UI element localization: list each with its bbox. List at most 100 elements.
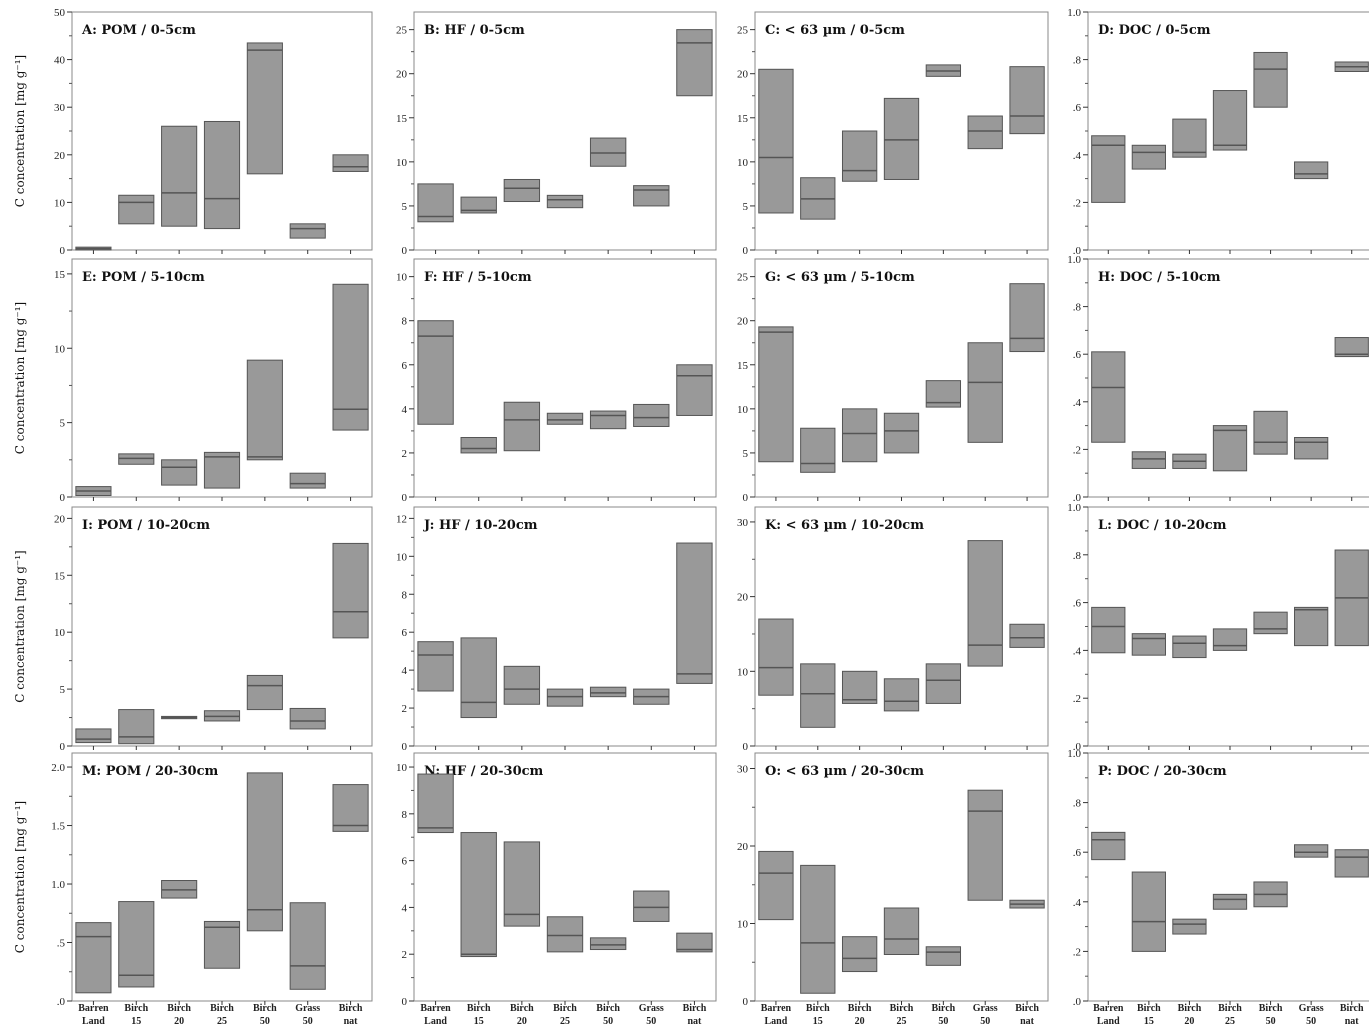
panel-title: P: DOC / 20-30cm [1098,764,1227,779]
y-tick-label: 6 [402,627,408,639]
y-tick-label: 8 [402,316,408,328]
y-tick-label: 30 [54,102,66,114]
box [203,920,241,969]
panel-frame [413,258,717,498]
panel-title: K: < 63 µm / 10-20cm [765,518,924,533]
panel-title: J: HF / 10-20cm [423,518,538,533]
box [1131,871,1166,952]
y-tick-label: 2 [402,703,408,715]
y-tick-label: 1.0 [1067,748,1081,760]
y-tick-label: 20 [737,592,749,604]
box [1172,118,1207,158]
panel-title: H: DOC / 5-10cm [1098,270,1221,285]
panel-title: O: < 63 µm / 20-30cm [765,764,924,779]
category-label: 50 [1306,1016,1316,1027]
box [589,937,627,951]
panel-10: J: HF / 10-20cm 0 2 4 6 8 10 12 [396,506,717,753]
y-tick-label: 5 [60,684,66,696]
category-label: Birch [167,1003,191,1014]
y-axis-label: C concentration [mg g⁻¹] [13,801,27,953]
panel-frame [754,752,1049,1002]
box [758,326,794,463]
box [633,890,670,922]
box [289,902,326,990]
y-tick-label: 15 [396,113,408,125]
box [417,320,454,425]
box [546,916,584,953]
category-label: Barren [78,1003,109,1014]
category-label: 25 [217,1016,227,1027]
y-tick-label: 10 [396,551,408,563]
category-label: 50 [303,1016,313,1027]
category-label: 25 [897,1016,907,1027]
panel-2: B: HF / 0-5cm 0 5 10 15 20 25 [396,11,717,257]
category-label: 20 [517,1016,527,1027]
y-tick-label: 10 [54,197,66,209]
box [883,678,920,712]
box [289,472,326,489]
y-tick-label: 0 [60,741,66,753]
y-tick-label: 0 [60,245,66,257]
y-tick-label: 40 [54,55,66,67]
category-label: Land [1097,1016,1120,1027]
box [203,120,241,230]
y-tick-label: 30 [737,764,749,776]
box [1294,437,1329,460]
panel-frame [754,258,1049,498]
y-tick-label: 2.0 [51,762,65,774]
y-tick-label: 10 [737,666,749,678]
box [967,540,1003,667]
y-tick-label: 6 [402,856,408,868]
box [460,832,497,958]
y-tick-label: .4 [1073,897,1082,909]
box [546,194,584,209]
category-label: Barren [761,1003,792,1014]
category-labels-layer: Barren Land Birch 15 Birch 20 Birch 25 Birch 50 Gr… [78,1003,1364,1027]
box [633,403,670,427]
box [1212,90,1248,151]
y-tick-label: .6 [1073,349,1082,361]
y-tick-label: .0 [1073,492,1082,504]
panel-frame [413,752,717,1002]
box [841,130,878,182]
box [1131,633,1166,656]
category-label: Land [82,1016,105,1027]
y-tick-label: 10 [737,157,749,169]
panel-8: H: DOC / 5-10cm .0 .2 .4 .6 .8 1.0 [1067,254,1369,504]
y-tick-label: 20 [54,513,66,525]
box [289,707,326,730]
box [503,841,541,927]
box [758,68,794,214]
category-label: Birch [467,1003,491,1014]
y-tick-label: .0 [1073,245,1082,257]
y-axis-label: C concentration [mg g⁻¹] [13,550,27,702]
category-label: 50 [603,1016,613,1027]
y-tick-label: 20 [737,316,749,328]
box [758,850,794,921]
box [589,137,627,167]
box [1091,606,1126,654]
category-label: 50 [1266,1016,1276,1027]
panel-16: P: DOC / 20-30cm .0 .2 .4 .6 .8 1.0 [1067,748,1369,1008]
panel-title: B: HF / 0-5cm [424,23,525,38]
category-label: Land [424,1016,447,1027]
box [967,115,1003,150]
y-tick-label: 0 [743,741,749,753]
y-axis-labels-layer: C concentration [mg g⁻¹] C concentration … [13,55,27,953]
category-label: 25 [560,1016,570,1027]
y-tick-label: 0 [402,245,408,257]
category-label: Birch [553,1003,577,1014]
box [1294,844,1329,858]
y-tick-label: .2 [1073,693,1081,705]
box [633,185,670,207]
box [676,542,713,684]
box [503,665,541,705]
box [161,125,198,227]
y-tick-label: 10 [737,919,749,931]
y-tick-label: 12 [396,513,407,525]
category-label: 15 [813,1016,823,1027]
category-label: Barren [420,1003,451,1014]
y-tick-label: 1.0 [1067,254,1081,266]
box [417,183,454,223]
y-tick-label: 30 [737,517,749,529]
